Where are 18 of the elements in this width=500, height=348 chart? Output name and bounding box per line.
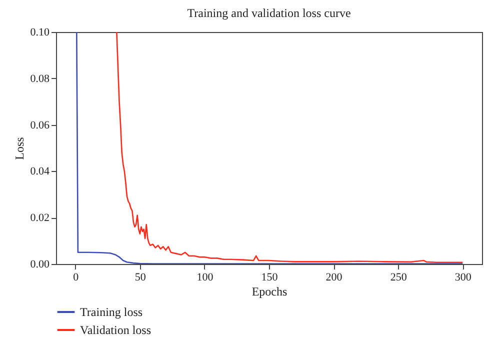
y-axis-title: Loss	[12, 136, 26, 160]
x-tick-label: 0	[73, 272, 80, 284]
legend-label: Validation loss	[80, 323, 152, 337]
legend-label: Training loss	[80, 305, 143, 319]
x-tick-label: 100	[196, 272, 214, 284]
y-tick-label: 0.04	[30, 166, 50, 178]
y-tick-label: 0.02	[30, 212, 50, 224]
x-tick-label: 50	[134, 272, 146, 284]
y-tick-label: 0.06	[30, 119, 50, 132]
chart-title: Training and validation loss curve	[187, 6, 351, 20]
x-axis-title: Epochs	[252, 284, 288, 298]
y-tick-label: 0.08	[30, 72, 50, 85]
y-tick-label: 0.10	[30, 26, 50, 38]
x-tick-label: 300	[454, 272, 472, 284]
x-tick-label: 200	[326, 272, 343, 284]
x-tick-label: 250	[390, 272, 408, 284]
x-tick-label: 150	[261, 272, 278, 284]
y-tick-label: 0.00	[30, 258, 50, 270]
